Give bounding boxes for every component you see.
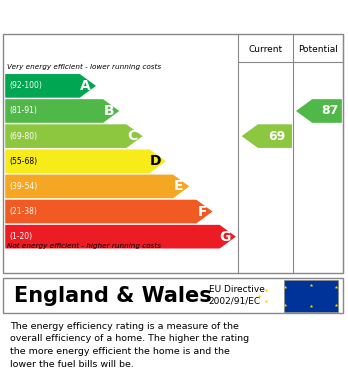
Text: England & Wales: England & Wales bbox=[14, 285, 212, 306]
Text: G: G bbox=[220, 230, 231, 244]
Text: A: A bbox=[80, 79, 91, 93]
Text: Energy Efficiency Rating: Energy Efficiency Rating bbox=[10, 7, 239, 25]
Bar bbox=[284, 280, 338, 312]
Text: (1-20): (1-20) bbox=[9, 232, 32, 241]
Polygon shape bbox=[242, 124, 292, 148]
Polygon shape bbox=[5, 200, 213, 223]
Polygon shape bbox=[5, 149, 166, 173]
Polygon shape bbox=[5, 225, 236, 249]
Text: (55-68): (55-68) bbox=[9, 157, 38, 166]
Text: EU Directive
2002/91/EC: EU Directive 2002/91/EC bbox=[209, 285, 265, 306]
Text: Not energy efficient - higher running costs: Not energy efficient - higher running co… bbox=[7, 243, 161, 249]
Polygon shape bbox=[296, 99, 342, 123]
Text: The energy efficiency rating is a measure of the
overall efficiency of a home. T: The energy efficiency rating is a measur… bbox=[10, 321, 250, 369]
Text: 69: 69 bbox=[269, 130, 286, 143]
Text: (69-80): (69-80) bbox=[9, 132, 38, 141]
Text: Potential: Potential bbox=[298, 45, 338, 54]
Text: B: B bbox=[103, 104, 114, 118]
Text: (92-100): (92-100) bbox=[9, 81, 42, 90]
Text: Very energy efficient - lower running costs: Very energy efficient - lower running co… bbox=[7, 64, 161, 70]
Polygon shape bbox=[5, 175, 189, 198]
Text: E: E bbox=[174, 179, 183, 194]
Polygon shape bbox=[5, 124, 143, 148]
Text: (81-91): (81-91) bbox=[9, 106, 37, 115]
Text: 87: 87 bbox=[321, 104, 338, 117]
Polygon shape bbox=[5, 99, 119, 123]
Polygon shape bbox=[5, 74, 96, 98]
Text: (21-38): (21-38) bbox=[9, 207, 37, 216]
Text: Current: Current bbox=[248, 45, 283, 54]
Text: C: C bbox=[127, 129, 137, 143]
Text: F: F bbox=[197, 204, 207, 219]
Text: (39-54): (39-54) bbox=[9, 182, 38, 191]
Text: D: D bbox=[150, 154, 161, 168]
